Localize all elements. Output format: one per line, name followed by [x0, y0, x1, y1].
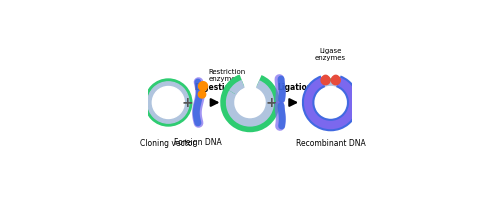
Circle shape [307, 80, 354, 126]
Text: Foreign DNA: Foreign DNA [174, 138, 222, 146]
Circle shape [314, 87, 346, 119]
Text: Digestion: Digestion [194, 83, 236, 92]
Circle shape [198, 82, 207, 91]
Circle shape [321, 76, 330, 85]
Text: +: + [266, 96, 278, 110]
Circle shape [152, 87, 184, 119]
Circle shape [332, 76, 340, 85]
Text: Cloning vector: Cloning vector [140, 139, 196, 147]
Circle shape [198, 91, 205, 98]
Text: Recombinant DNA: Recombinant DNA [296, 139, 366, 147]
Circle shape [148, 82, 189, 124]
Text: Ligation: Ligation [277, 83, 312, 92]
Text: Ligase
enzymes: Ligase enzymes [315, 47, 346, 60]
Text: Restriction
enzymes: Restriction enzymes [208, 69, 246, 82]
Circle shape [334, 76, 338, 81]
Circle shape [145, 80, 192, 126]
Circle shape [310, 82, 352, 124]
Circle shape [323, 76, 328, 81]
Text: +: + [182, 96, 194, 110]
